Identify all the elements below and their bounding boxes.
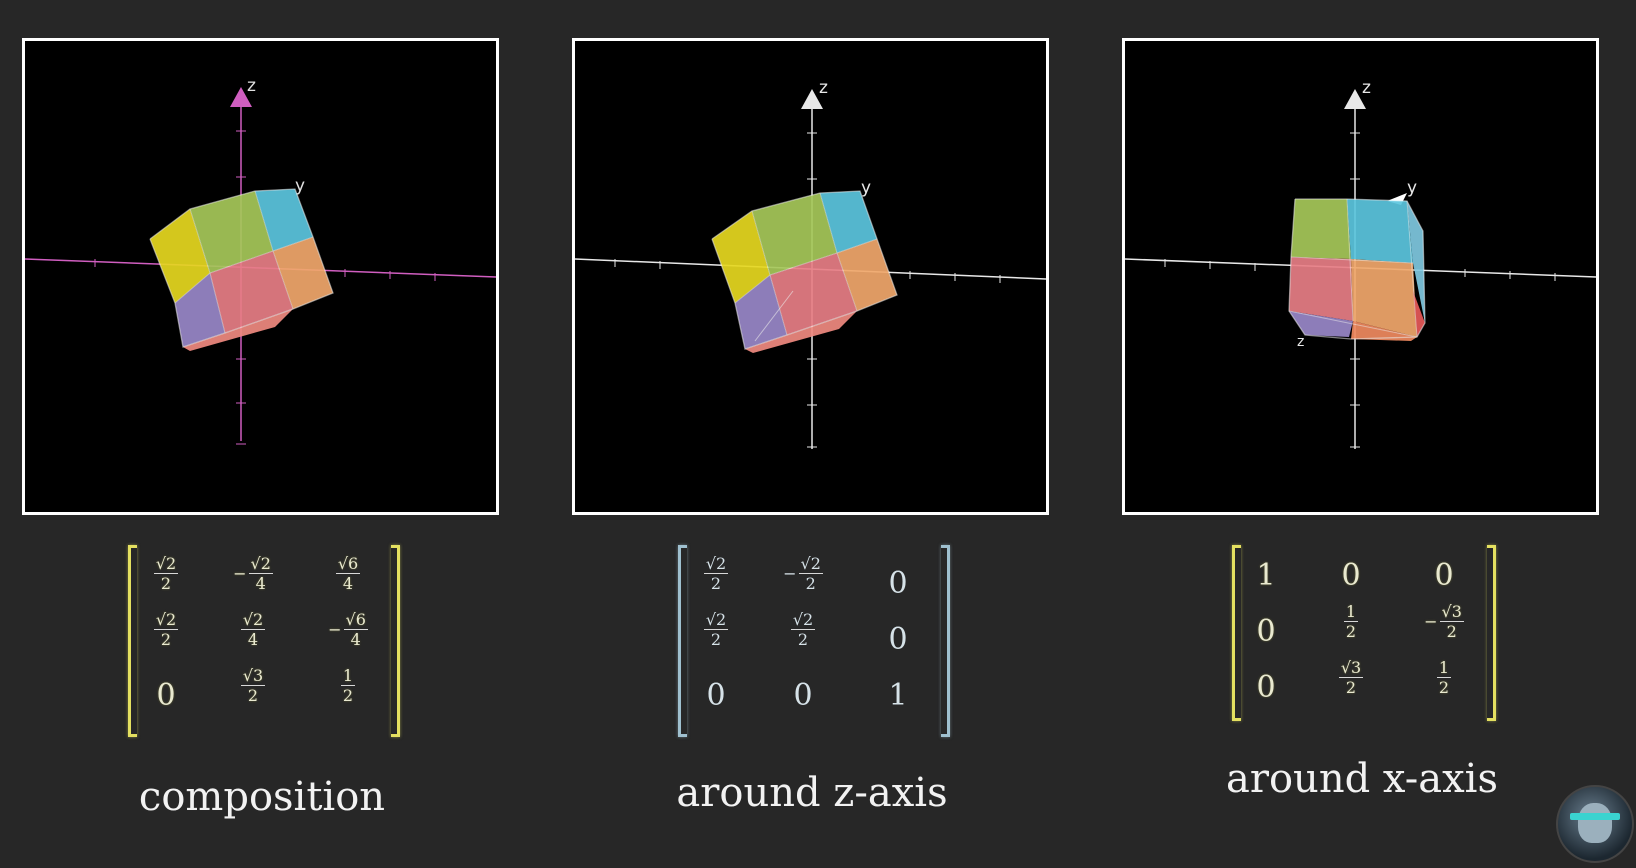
- matrix-cell: √3 2: [240, 666, 266, 706]
- matrix-cell: √2 4: [240, 610, 266, 650]
- matrix-cell: 0: [793, 678, 813, 713]
- viewport-around-x-axis: z y z: [1122, 38, 1599, 515]
- matrix-composition: √2 2 − √2 4 √6 4 √2 2 √2 4 − √6 4 0 √3 2 1 2: [128, 545, 400, 737]
- z-axis-ticks: [1350, 132, 1360, 448]
- y-axis-label: y: [861, 178, 871, 198]
- matrix-cell: √3 2: [1338, 658, 1364, 698]
- cube-face-yellow: [150, 209, 210, 303]
- matrix-bracket-right: [941, 545, 950, 737]
- x-axis-ticks: [614, 259, 1001, 283]
- cube-face-orange: [1351, 259, 1417, 337]
- matrix-bracket-left: [1232, 545, 1241, 721]
- matrix-cell: 0: [1256, 670, 1276, 705]
- cube-face-purple: [735, 275, 787, 349]
- matrix-cell: 0: [888, 622, 908, 657]
- matrix-cell: − √3 2: [1424, 602, 1464, 642]
- matrix-cell: − √2 4: [233, 554, 273, 594]
- x-axis-ticks: [94, 259, 436, 281]
- cube-face-orange: [837, 239, 897, 311]
- y-axis-label: y: [295, 176, 305, 196]
- cube-face-pink: [770, 253, 857, 335]
- z-axis-label: z: [819, 78, 828, 98]
- cube-face-green: [1291, 199, 1351, 259]
- axes-3d-plot: z y: [575, 78, 1046, 449]
- y-axis-label: y: [1407, 178, 1417, 198]
- matrix-cell: 0: [706, 678, 726, 713]
- matrix-around-x-axis: 1 0 0 0 1 2 − √3 2 0 √3 2 1 2: [1232, 545, 1496, 721]
- z-axis-arrow: [801, 89, 823, 109]
- avatar-face: [1578, 803, 1612, 843]
- z-axis-arrow: [1344, 89, 1366, 109]
- matrix-bracket-right: [391, 545, 400, 737]
- cube-face-green: [752, 193, 837, 275]
- cube-face-orange: [273, 237, 333, 309]
- matrix-around-z-axis: √2 2 − √2 2 0 √2 2 √2 2 0 0 0 1: [678, 545, 950, 737]
- matrix-cell: 0: [1341, 558, 1361, 593]
- matrix-cell: √2 2: [703, 610, 729, 650]
- matrix-cell: 0: [156, 678, 176, 713]
- viewport-around-z-axis: z y: [572, 38, 1049, 515]
- avatar-visor: [1570, 813, 1620, 820]
- x-axis-label: z: [1297, 334, 1304, 350]
- z-axis-ticks: [236, 130, 246, 445]
- z-axis-ticks: [807, 132, 817, 448]
- caption-composition: composition: [138, 774, 386, 820]
- caption-around-x-axis: around x-axis: [1226, 756, 1498, 802]
- cube-face-cyan: [255, 189, 313, 251]
- matrix-cell: √2 2: [790, 610, 816, 650]
- matrix-cell: √6 4: [335, 554, 361, 594]
- viewport-composition: z y: [22, 38, 499, 515]
- channel-avatar-logo: [1556, 785, 1634, 863]
- matrix-cell: 0: [1256, 614, 1276, 649]
- matrix-bracket-right: [1487, 545, 1496, 721]
- cube-face-bottom: [183, 309, 293, 351]
- cube-face-pink: [1289, 257, 1353, 321]
- matrix-cell: 0: [888, 566, 908, 601]
- matrix-cell: − √2 2: [783, 554, 823, 594]
- cube-face-bottom-orange: [1351, 321, 1417, 341]
- z-axis-arrow: [230, 87, 252, 107]
- cube-face-purple: [175, 273, 225, 347]
- caption-around-z-axis: around z-axis: [676, 770, 948, 816]
- matrix-cell: 0: [1434, 558, 1454, 593]
- cube-face-cyan: [820, 191, 877, 253]
- matrix-cell: √2 2: [153, 610, 179, 650]
- cube-face-bottom: [745, 311, 857, 353]
- matrix-bracket-left: [128, 545, 137, 737]
- cube-face-cyan: [1347, 199, 1413, 263]
- rubiks-cube: [1288, 198, 1426, 341]
- cube-face-side: [1407, 201, 1425, 323]
- matrix-cell: √2 2: [703, 554, 729, 594]
- axes-3d-plot: z y z: [1125, 78, 1596, 449]
- cube-face-purple: [1289, 311, 1353, 337]
- z-axis-label: z: [247, 76, 256, 96]
- axes-3d-plot: z y: [25, 76, 496, 445]
- matrix-cell: √2 2: [153, 554, 179, 594]
- matrix-cell: 1: [1256, 558, 1276, 593]
- x-axis-ticks: [1164, 259, 1556, 281]
- matrix-bracket-left: [678, 545, 687, 737]
- cube-face-pink: [210, 251, 293, 333]
- cube-face-green: [190, 191, 273, 273]
- cube-face-red: [1413, 291, 1425, 337]
- z-axis-label: z: [1362, 78, 1371, 98]
- rubiks-cube: [711, 190, 898, 353]
- matrix-cell: 1: [888, 678, 908, 713]
- rubiks-cube: [149, 188, 334, 351]
- cube-face-yellow: [712, 211, 770, 303]
- matrix-cell: − √6 4: [328, 610, 368, 650]
